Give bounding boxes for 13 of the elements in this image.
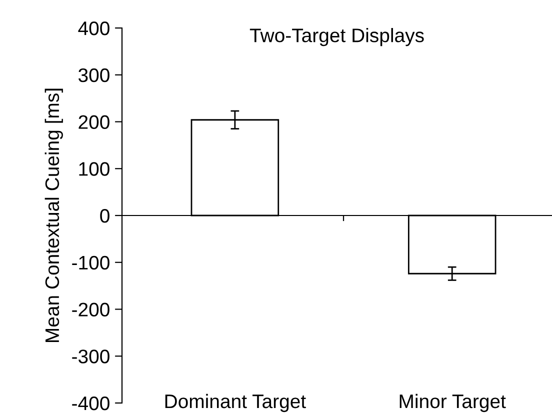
chart-title: Two-Target Displays: [250, 28, 424, 46]
y-tick-label: 400: [78, 21, 110, 36]
x-tick-label: Minor Target: [400, 394, 506, 412]
y-tick-label: -400: [72, 396, 110, 410]
y-tick-label: 100: [79, 162, 110, 176]
y-axis-title: Mean Contextual Cueing [ms]: [44, 88, 63, 342]
y-tick-label: -300: [72, 350, 110, 364]
y-tick-label: 200: [78, 115, 110, 129]
y-tick-label: 0: [100, 208, 110, 223]
y-tick-label: -100: [72, 256, 110, 270]
y-tick-label: -200: [72, 302, 110, 316]
y-tick-label: 300: [78, 68, 110, 82]
x-tick-label: Dominant Target: [165, 394, 306, 412]
